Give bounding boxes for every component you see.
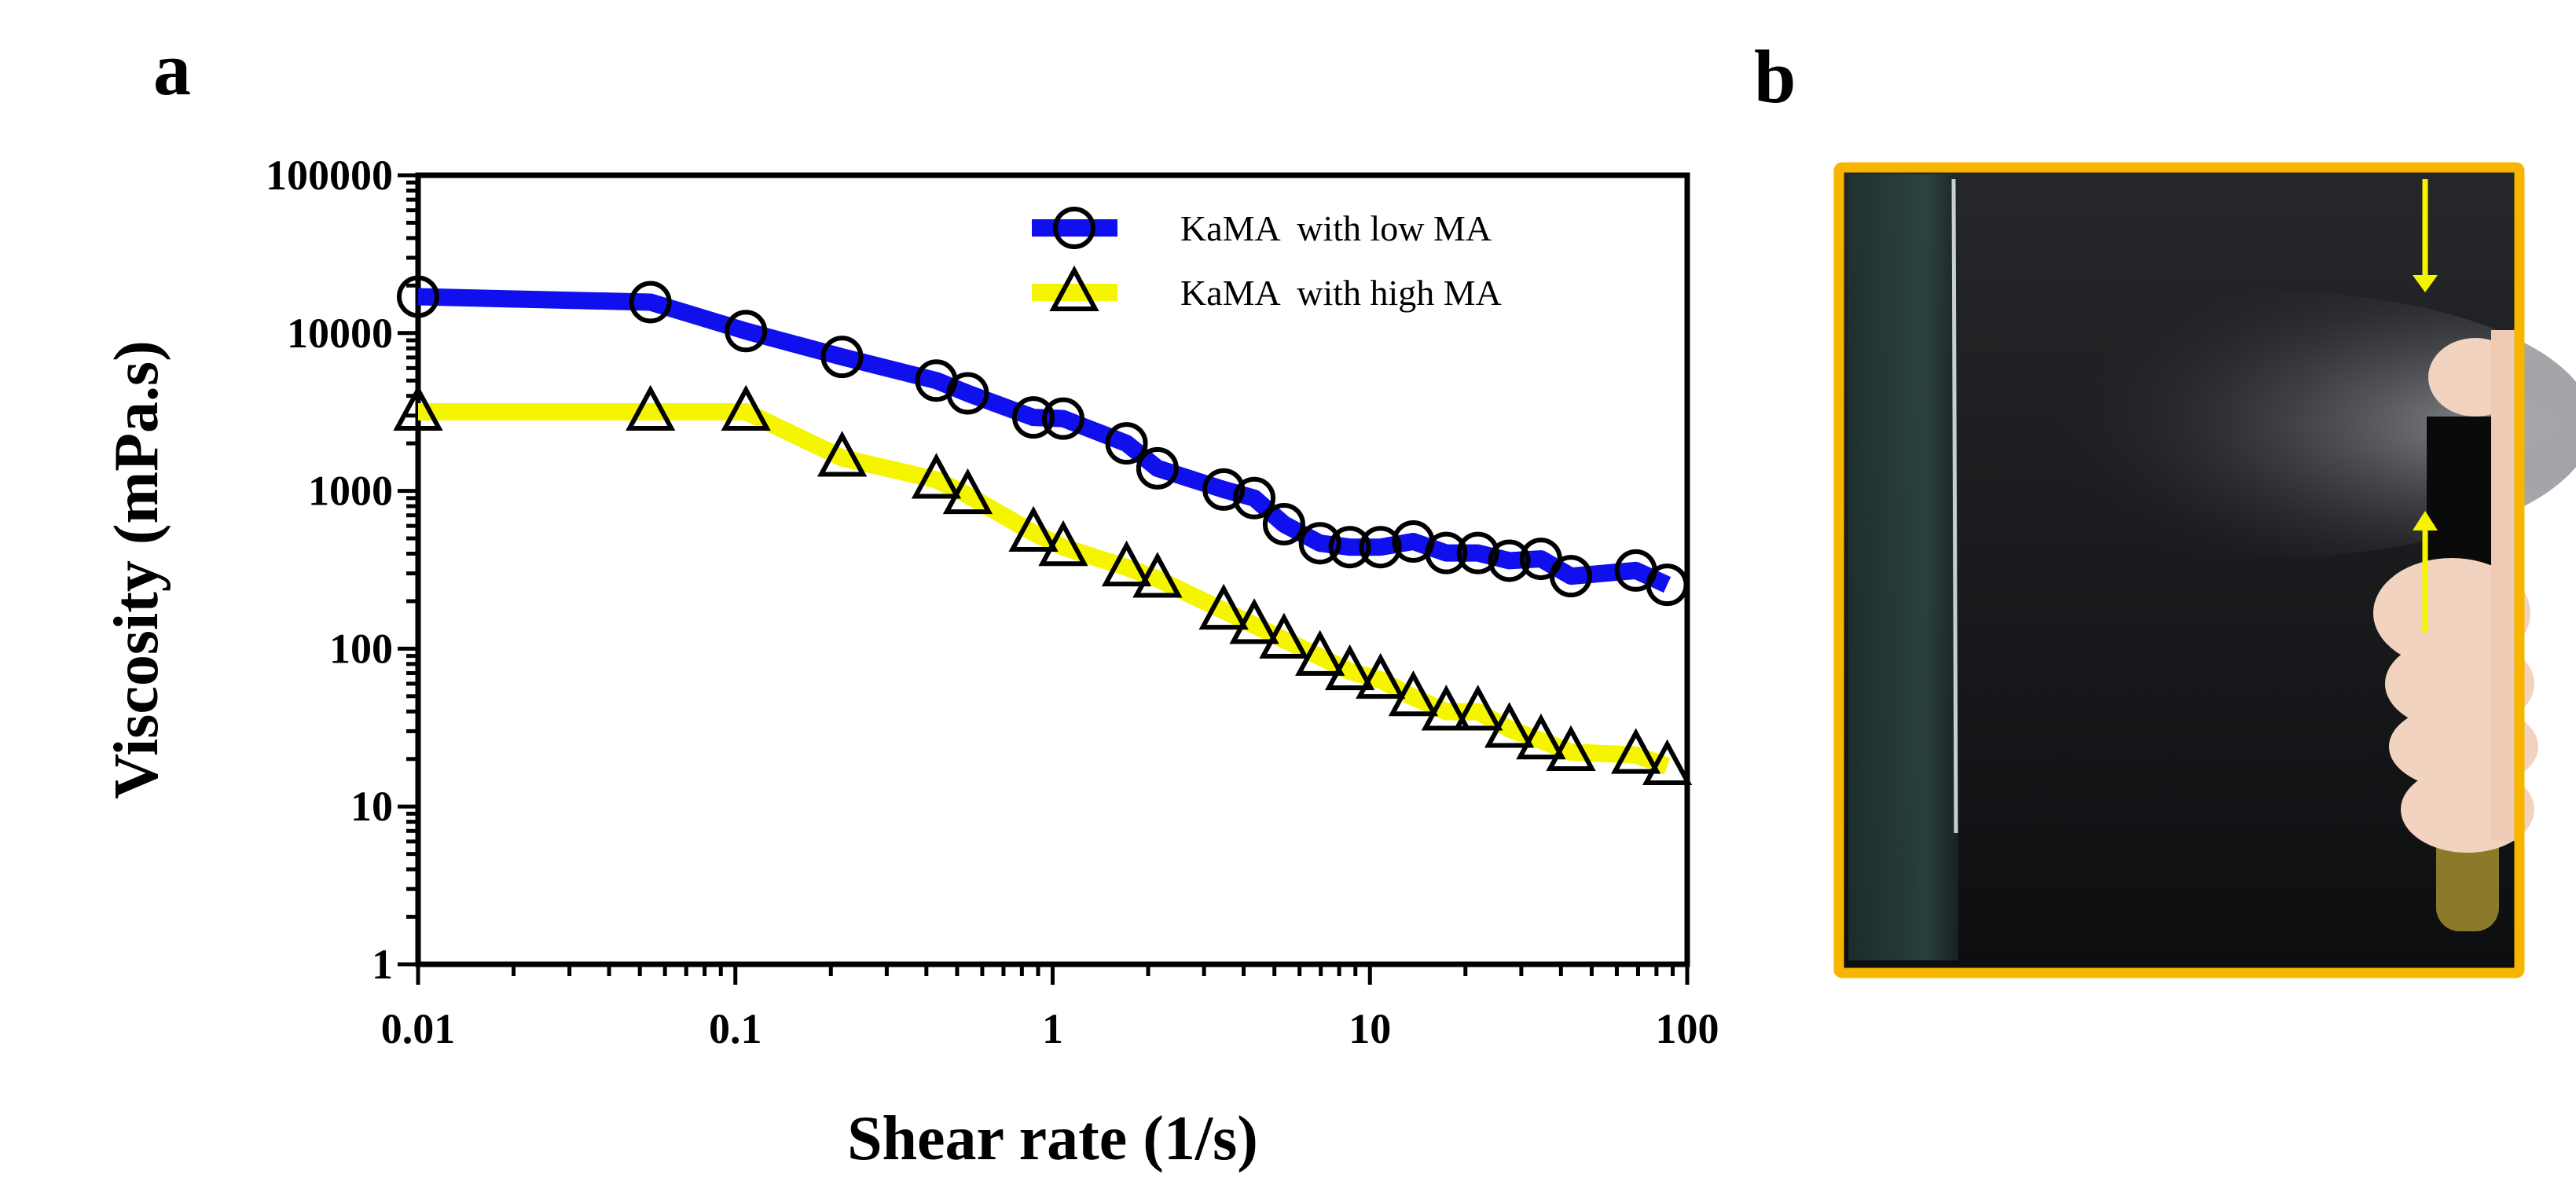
x-tick-label: 1 [1042, 1005, 1063, 1052]
data-point [1295, 630, 1345, 676]
data-point [397, 275, 439, 318]
data-point [1516, 713, 1566, 760]
data-point [1646, 563, 1689, 607]
data-point [1298, 522, 1341, 565]
data-point [1611, 728, 1661, 774]
data-point [1456, 531, 1499, 574]
data-point [1202, 468, 1246, 511]
y-tick-label: 100 [329, 625, 393, 672]
data-point [725, 310, 768, 353]
data-point [1259, 612, 1309, 659]
data-point [816, 431, 868, 477]
x-tick-label: 10 [1349, 1005, 1391, 1052]
data-point [911, 453, 962, 499]
data-point [1425, 531, 1468, 574]
data-point [1388, 670, 1439, 717]
legend-label: KaMA with high MA [1180, 273, 1502, 313]
data-point [1484, 702, 1535, 748]
data-point [1101, 540, 1152, 587]
data-point [1008, 505, 1059, 552]
data-point [626, 384, 676, 431]
x-axis-title: Shear rate (1/s) [847, 1104, 1258, 1173]
glass-edge [1951, 178, 1958, 834]
data-point [1550, 555, 1593, 598]
data-point [1132, 552, 1183, 598]
data-point [1324, 644, 1375, 691]
x-tick-label: 0.1 [709, 1005, 762, 1052]
data-point [820, 336, 864, 379]
data-point [1546, 725, 1596, 772]
y-axis-title: Viscosity (mPa.s) [102, 340, 171, 799]
y-tick-label: 1000 [308, 468, 393, 515]
data-point [1356, 652, 1406, 699]
data-point [1041, 397, 1084, 440]
legend-marker-circle [1053, 207, 1095, 249]
panel-label-a: a [153, 27, 191, 111]
series-high-ma [393, 384, 1693, 785]
data-point [1198, 583, 1249, 630]
data-point [1262, 502, 1305, 545]
data-point [1642, 739, 1693, 785]
panel-label-b: b [1754, 35, 1796, 119]
y-tick-label: 10 [350, 783, 393, 830]
hand [2373, 330, 2538, 853]
arrow-down-icon [2413, 179, 2438, 292]
data-point [1233, 476, 1276, 519]
glass-wall [1848, 174, 1958, 960]
data-point [1488, 539, 1531, 582]
viscosity-chart: 0.01 0.1 1 10 100 1 10 100 1000 10000 100000 Shear … [102, 152, 1719, 1173]
arrow-up-icon [2413, 511, 2438, 633]
series-low-ma [397, 275, 1689, 607]
legend-marker-triangle [1049, 265, 1099, 311]
data-point [942, 468, 993, 515]
y-tick-label: 10000 [287, 310, 393, 357]
data-point [721, 384, 771, 431]
y-tick-label: 100000 [266, 152, 393, 199]
data-point [1359, 526, 1402, 569]
photo-frame [1833, 162, 2525, 978]
data-point [1453, 685, 1503, 731]
data-point [1136, 446, 1179, 490]
data-point [1038, 519, 1088, 567]
y-tick-label: 1 [372, 941, 393, 988]
data-point [1421, 685, 1472, 731]
data-point [1012, 396, 1055, 439]
series-line [418, 402, 1671, 775]
x-tick-label: 100 [1656, 1005, 1719, 1052]
spray-mist [1933, 291, 2576, 558]
data-point [629, 281, 672, 324]
spray-photo [1833, 162, 2576, 978]
data-point [1328, 526, 1371, 569]
legend-label: KaMA with low MA [1180, 208, 1492, 248]
data-point [1229, 598, 1279, 644]
data-point [1105, 422, 1148, 465]
data-point [393, 384, 443, 431]
data-point [946, 372, 989, 415]
x-tick-label: 0.01 [381, 1005, 456, 1052]
